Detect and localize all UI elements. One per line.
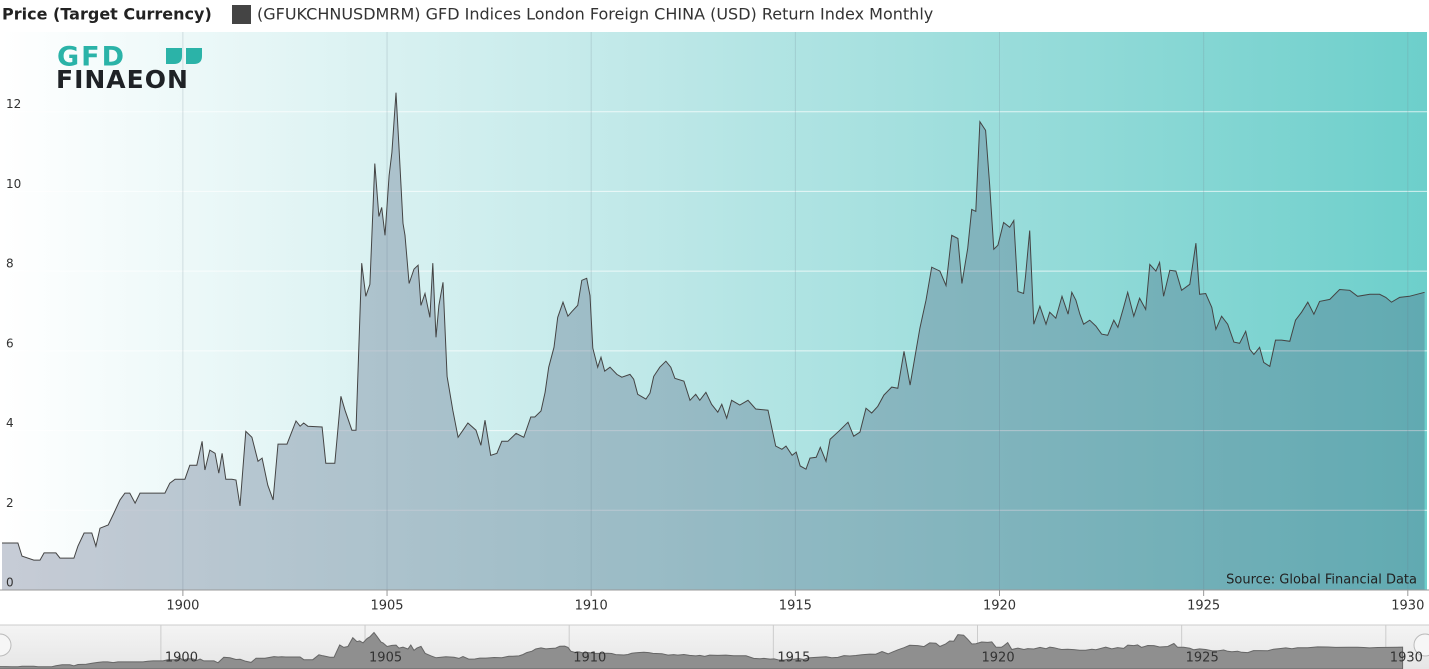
y-tick-label: 12 xyxy=(6,97,21,111)
y-tick-label: 6 xyxy=(6,336,14,350)
plot-background xyxy=(2,32,1427,590)
y-tick-label: 10 xyxy=(6,177,21,191)
navigator-handle[interactable] xyxy=(1413,633,1429,657)
x-tick-label: 1900 xyxy=(166,599,199,614)
x-tick-label: 1930 xyxy=(1391,599,1424,614)
logo-leaf xyxy=(166,48,202,64)
y-tick-label: 8 xyxy=(6,257,14,271)
logo-bottom: FINAEON xyxy=(56,65,189,94)
source: Source: Global Financial Data xyxy=(1226,573,1417,588)
y-tick-label: 4 xyxy=(6,416,14,430)
navigator-label: 1925 xyxy=(1186,651,1219,666)
y-tick-label: 0 xyxy=(6,576,14,590)
navigator-label: 1930 xyxy=(1390,651,1423,666)
plot xyxy=(2,92,1425,590)
navigator-label: 1900 xyxy=(165,651,198,666)
area-fill xyxy=(2,92,1425,590)
logo: GFD FINAEON xyxy=(56,42,202,94)
y-tick-label: 2 xyxy=(6,496,14,510)
navigator-label: 1920 xyxy=(982,651,1015,666)
x-tick-label: 1925 xyxy=(1187,599,1220,614)
legend-title: Price (Target Currency) xyxy=(2,5,212,24)
legend-label: (GFUKCHNUSDMRM) GFD Indices London Forei… xyxy=(257,5,933,24)
navigator-series xyxy=(0,625,1404,669)
legend-swatch xyxy=(232,5,251,24)
navigator-label: 1905 xyxy=(369,651,402,666)
logo-top: GFD xyxy=(57,42,126,73)
x-tick-label: 1920 xyxy=(983,599,1016,614)
navigator-label: 1910 xyxy=(573,651,606,666)
navigator-handle[interactable] xyxy=(0,633,12,657)
navigator-area xyxy=(0,631,1404,669)
x-tick-label: 1905 xyxy=(370,599,403,614)
navigator-label: 1915 xyxy=(777,651,810,666)
line xyxy=(2,92,1425,561)
x-tick-label: 1910 xyxy=(575,599,608,614)
x-tick-label: 1915 xyxy=(779,599,812,614)
